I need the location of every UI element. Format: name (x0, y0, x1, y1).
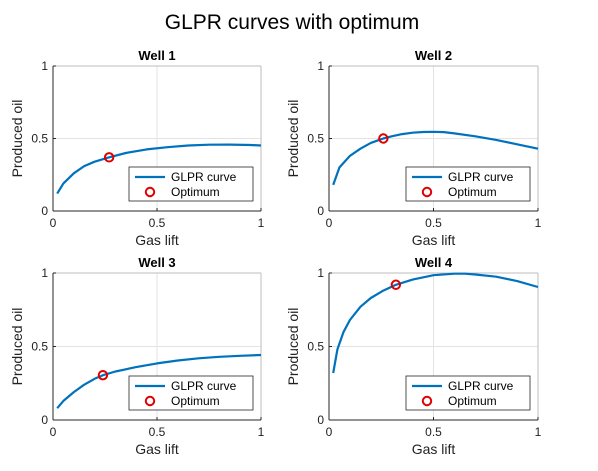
glpr-curve-line (56, 353, 262, 409)
y-tick-label: 0.5 (31, 340, 48, 354)
axes-title: Well 1 (138, 48, 175, 63)
legend-entry-label: Optimum (448, 394, 497, 408)
legend-entry-label: Optimum (171, 185, 220, 199)
y-axis-label: Produced oil (285, 308, 301, 386)
figure-title: GLPR curves with optimum (165, 11, 419, 34)
x-tick-label: 0.5 (425, 425, 442, 439)
well-2-axes: 0 0.5 1 0 0.5 1 Well 2 Gas lift Produced oil GLPR… (285, 48, 542, 248)
y-tick-label: 0 (317, 204, 324, 218)
optimum-marker (390, 279, 402, 290)
legend-entry-label: GLPR curve (448, 170, 514, 184)
legend-marker (421, 395, 433, 407)
y-tick-label: 1 (41, 266, 48, 280)
y-axis-label: Produced oil (285, 100, 301, 178)
glpr-curve-line (56, 143, 262, 195)
glpr-curve-line (332, 130, 539, 186)
well-3-axes: 0 0.5 1 0 0.5 1 Well 3 Gas lift Produced oil GLPR… (9, 255, 265, 457)
x-axis-label: Gas lift (135, 232, 179, 248)
y-tick-label: 0 (41, 413, 48, 427)
glpr-curve-line (332, 272, 539, 374)
y-tick-label: 1 (317, 59, 324, 73)
y-axis-label: Produced oil (9, 308, 25, 386)
legend-entry-label: Optimum (448, 185, 497, 199)
legend-marker (421, 186, 433, 198)
x-tick-label: 0.5 (425, 216, 442, 230)
legend-entry-label: GLPR curve (171, 170, 237, 184)
legend-entry-label: Optimum (171, 394, 220, 408)
legend-entry-label: GLPR curve (171, 379, 237, 393)
y-tick-label: 0 (41, 204, 48, 218)
y-tick-label: 0 (317, 413, 324, 427)
legend-entry-label: GLPR curve (448, 379, 514, 393)
optimum-marker (103, 152, 115, 163)
y-tick-label: 1 (317, 266, 324, 280)
x-axis-label: Gas lift (412, 232, 456, 248)
y-tick-label: 1 (41, 59, 48, 73)
x-tick-label: 1 (535, 425, 542, 439)
x-tick-label: 1 (535, 216, 542, 230)
x-tick-label: 0.5 (149, 216, 166, 230)
optimum-marker (378, 133, 389, 144)
x-tick-label: 1 (258, 216, 265, 230)
x-tick-label: 0.5 (149, 425, 166, 439)
axes-title: Well 4 (415, 255, 453, 270)
x-axis-label: Gas lift (412, 441, 456, 457)
legend-box (128, 166, 254, 202)
well-4-axes: 0 0.5 1 0 0.5 1 Well 4 Gas lift Produced oil GLPR… (285, 255, 542, 457)
legend-marker (144, 186, 156, 198)
axes-title: Well 3 (138, 255, 175, 270)
x-tick-label: 1 (258, 425, 265, 439)
x-tick-label: 0 (50, 425, 57, 439)
y-tick-label: 0.5 (31, 132, 48, 146)
x-tick-label: 0 (326, 425, 333, 439)
x-tick-label: 0 (326, 216, 333, 230)
axes-title: Well 2 (415, 48, 452, 63)
legend-marker (144, 395, 156, 407)
x-axis-label: Gas lift (135, 441, 179, 457)
y-axis-label: Produced oil (9, 100, 25, 178)
y-tick-label: 0.5 (307, 132, 324, 146)
y-tick-label: 0.5 (307, 340, 324, 354)
x-tick-label: 0 (50, 216, 57, 230)
optimum-marker (97, 369, 109, 381)
well-1-axes: 0 0.5 1 0 0.5 1 Well 1 Gas lift Produced oil GLPR… (9, 48, 265, 248)
